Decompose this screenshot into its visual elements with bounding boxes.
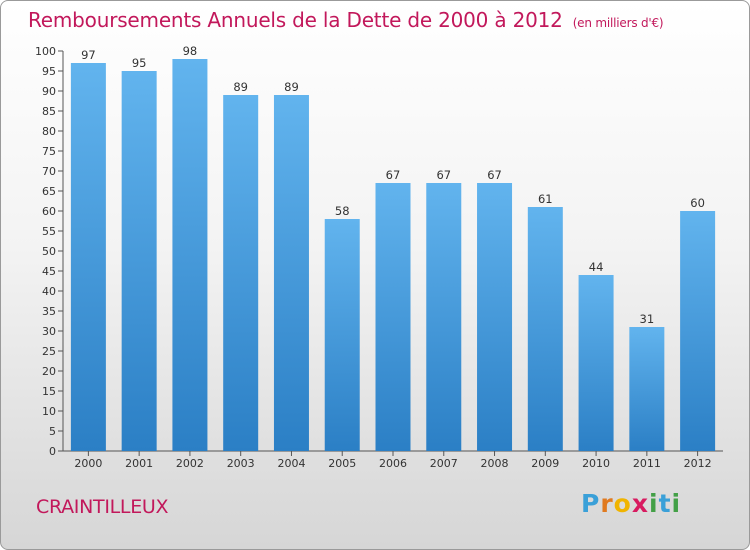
x-tick-label-2001: 2001 (125, 457, 153, 470)
data-label-2001: 95 (132, 56, 147, 70)
bar-2003 (223, 95, 259, 451)
y-tick-label: 5 (49, 425, 56, 438)
logo-letter: x (631, 489, 649, 518)
y-tick-label: 35 (42, 305, 56, 318)
data-label-2003: 89 (233, 80, 248, 94)
y-tick-label: 65 (42, 185, 56, 198)
data-label-2011: 31 (640, 312, 655, 326)
bar-2008 (477, 183, 513, 451)
bar-2006 (375, 183, 411, 451)
x-tick-label-2002: 2002 (176, 457, 204, 470)
x-tick-label-2004: 2004 (277, 457, 305, 470)
logo-letter: o (613, 489, 632, 518)
y-tick-label: 85 (42, 105, 56, 118)
data-label-2002: 98 (183, 44, 198, 58)
bar-2000 (70, 63, 106, 451)
x-tick-label-2005: 2005 (328, 457, 356, 470)
x-tick-label-2009: 2009 (531, 457, 559, 470)
y-tick-label: 20 (42, 365, 56, 378)
y-tick-label: 55 (42, 225, 56, 238)
proxiti-logo[interactable]: Proxiti (581, 489, 681, 518)
data-label-2004: 89 (284, 80, 299, 94)
title-text: Remboursements Annuels de la Dette de 20… (28, 8, 563, 32)
bar-2001 (121, 71, 157, 451)
axes: 0 5 10 15 20 25 30 35 40 45 50 55 60 65 70 75 80 85 90 95 10… (35, 45, 723, 470)
data-label-2005: 58 (335, 204, 350, 218)
bar-2004 (273, 95, 309, 451)
logo-letter: i (649, 489, 659, 518)
x-tick-label-2003: 2003 (227, 457, 255, 470)
y-tick-label: 80 (42, 125, 56, 138)
y-tick-label: 10 (42, 405, 56, 418)
x-tick-label-2011: 2011 (633, 457, 661, 470)
data-label-2012: 60 (690, 196, 705, 210)
y-tick-label: 45 (42, 265, 56, 278)
x-tick-label-2006: 2006 (379, 457, 407, 470)
y-tick-label: 100 (35, 45, 56, 58)
x-tick-label-2008: 2008 (481, 457, 509, 470)
logo-letter: r (600, 489, 614, 518)
logo-letter: P (581, 489, 601, 518)
data-label-2009: 61 (538, 192, 553, 206)
logo-letter: i (671, 489, 682, 518)
x-tick-label-2000: 2000 (74, 457, 102, 470)
y-tick-label: 0 (49, 445, 56, 458)
y-tick-label: 50 (42, 245, 56, 258)
data-label-2000: 97 (81, 48, 96, 62)
bar-2012 (680, 211, 716, 451)
bar-2010 (578, 275, 614, 451)
y-tick-label: 60 (42, 205, 56, 218)
x-tick-label-2007: 2007 (430, 457, 458, 470)
y-tick-label: 70 (42, 165, 56, 178)
data-label-2008: 67 (487, 168, 502, 182)
y-tick-label: 30 (42, 325, 56, 338)
town-name: CRAINTILLEUX (36, 496, 169, 518)
chart-title: Remboursements Annuels de la Dette de 20… (28, 8, 664, 32)
logo-letter: t (658, 489, 672, 518)
bar-2005 (324, 219, 360, 451)
y-tick-label: 25 (42, 345, 56, 358)
bar-2009 (527, 207, 563, 451)
y-tick-label: 95 (42, 65, 56, 78)
data-label-2010: 44 (589, 260, 604, 274)
unit-label: (en milliers d'€) (572, 16, 664, 30)
x-tick-label-2012: 2012 (684, 457, 712, 470)
bar-2002 (172, 59, 208, 451)
x-tick-label-2010: 2010 (582, 457, 610, 470)
y-tick-label: 15 (42, 385, 56, 398)
bars: 97 95 98 89 89 58 67 67 67 61 44 31 60 (70, 44, 716, 451)
bar-2007 (426, 183, 462, 451)
y-tick-label: 75 (42, 145, 56, 158)
data-label-2007: 67 (436, 168, 451, 182)
data-label-2006: 67 (386, 168, 401, 182)
bar-2011 (629, 327, 665, 451)
y-tick-label: 90 (42, 85, 56, 98)
y-tick-label: 40 (42, 285, 56, 298)
